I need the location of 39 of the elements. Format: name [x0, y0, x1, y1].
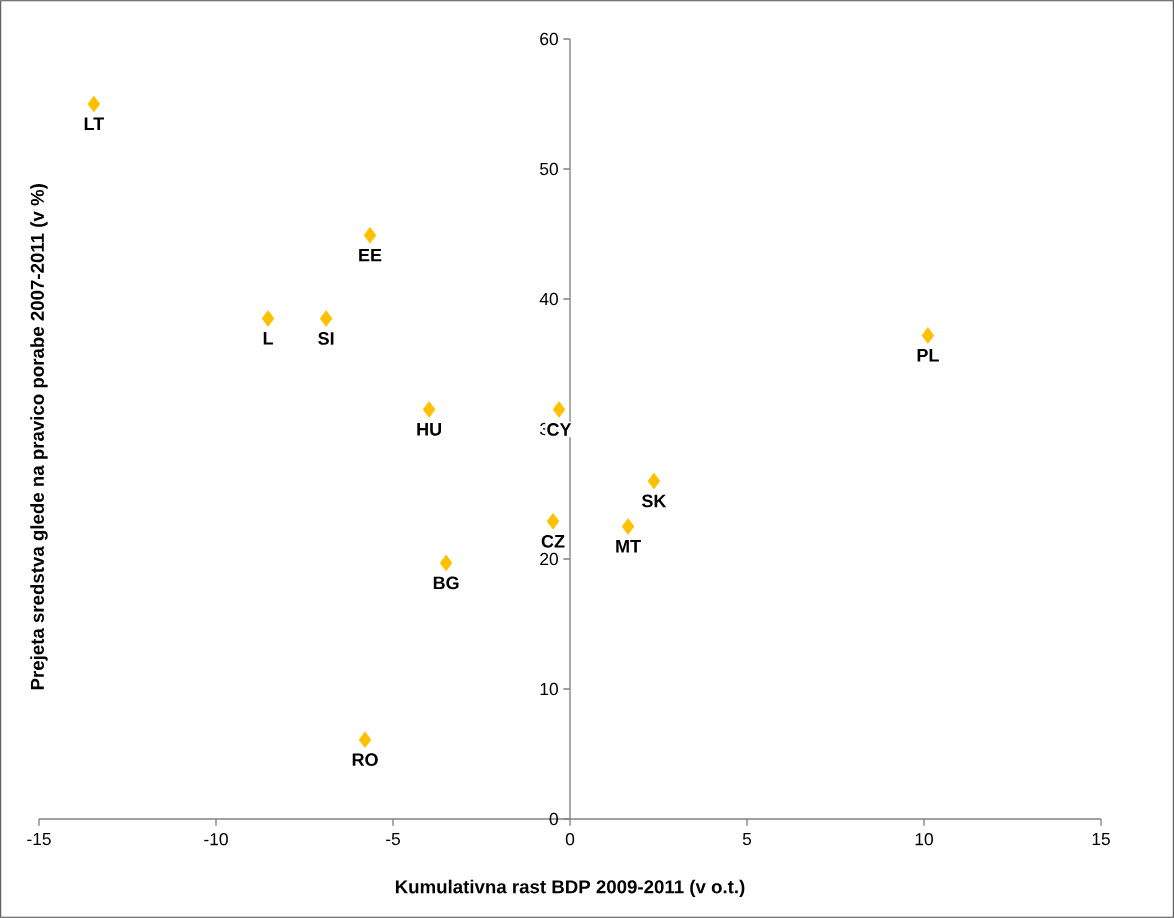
x-tick-label: 5 [742, 833, 752, 846]
annotation: MT [616, 540, 641, 553]
annotation: L [263, 332, 273, 345]
y-tick-label: 50 [540, 162, 558, 176]
annotation: RO [352, 753, 378, 767]
x-tick-label: 15 [1092, 833, 1110, 846]
annotation: SI [318, 332, 334, 345]
y-tick-label: 10 [540, 682, 558, 696]
point [621, 518, 635, 535]
point [647, 472, 661, 490]
x-tick-label: -5 [386, 833, 400, 846]
point [261, 310, 275, 327]
x-tick-label: -10 [204, 833, 228, 846]
annotation: HU [417, 423, 442, 436]
annotation: PL [917, 349, 939, 362]
point [87, 95, 101, 113]
annotation: LT [84, 117, 105, 130]
point [546, 513, 560, 530]
annotation: BG [433, 576, 459, 590]
y-tick-label: 20 [540, 552, 558, 566]
y-tick-label: 0 [549, 812, 558, 826]
y-axis-title: Prejeta sredstva glede na pravico porabe 2007-2011 (v %) [30, 184, 48, 690]
x-tick-label: 0 [565, 833, 575, 846]
annotation: SK [641, 494, 667, 508]
y-tick-label: 40 [539, 292, 558, 306]
point [319, 310, 333, 327]
x-tick-label: 10 [915, 833, 933, 846]
x-tick-label: -15 [27, 833, 51, 846]
y-tick-label: 60 [540, 32, 558, 46]
point [422, 401, 436, 418]
annotation: EE [359, 248, 382, 262]
point [439, 554, 453, 572]
point [552, 401, 566, 418]
x-axis-title: Kumulativna rast BDP 2009-2011 (v o.t.) [395, 879, 745, 898]
annotation: CZ [541, 534, 565, 548]
point [363, 227, 377, 244]
point [921, 327, 935, 344]
annotation: CY [547, 423, 572, 436]
point [358, 731, 372, 748]
